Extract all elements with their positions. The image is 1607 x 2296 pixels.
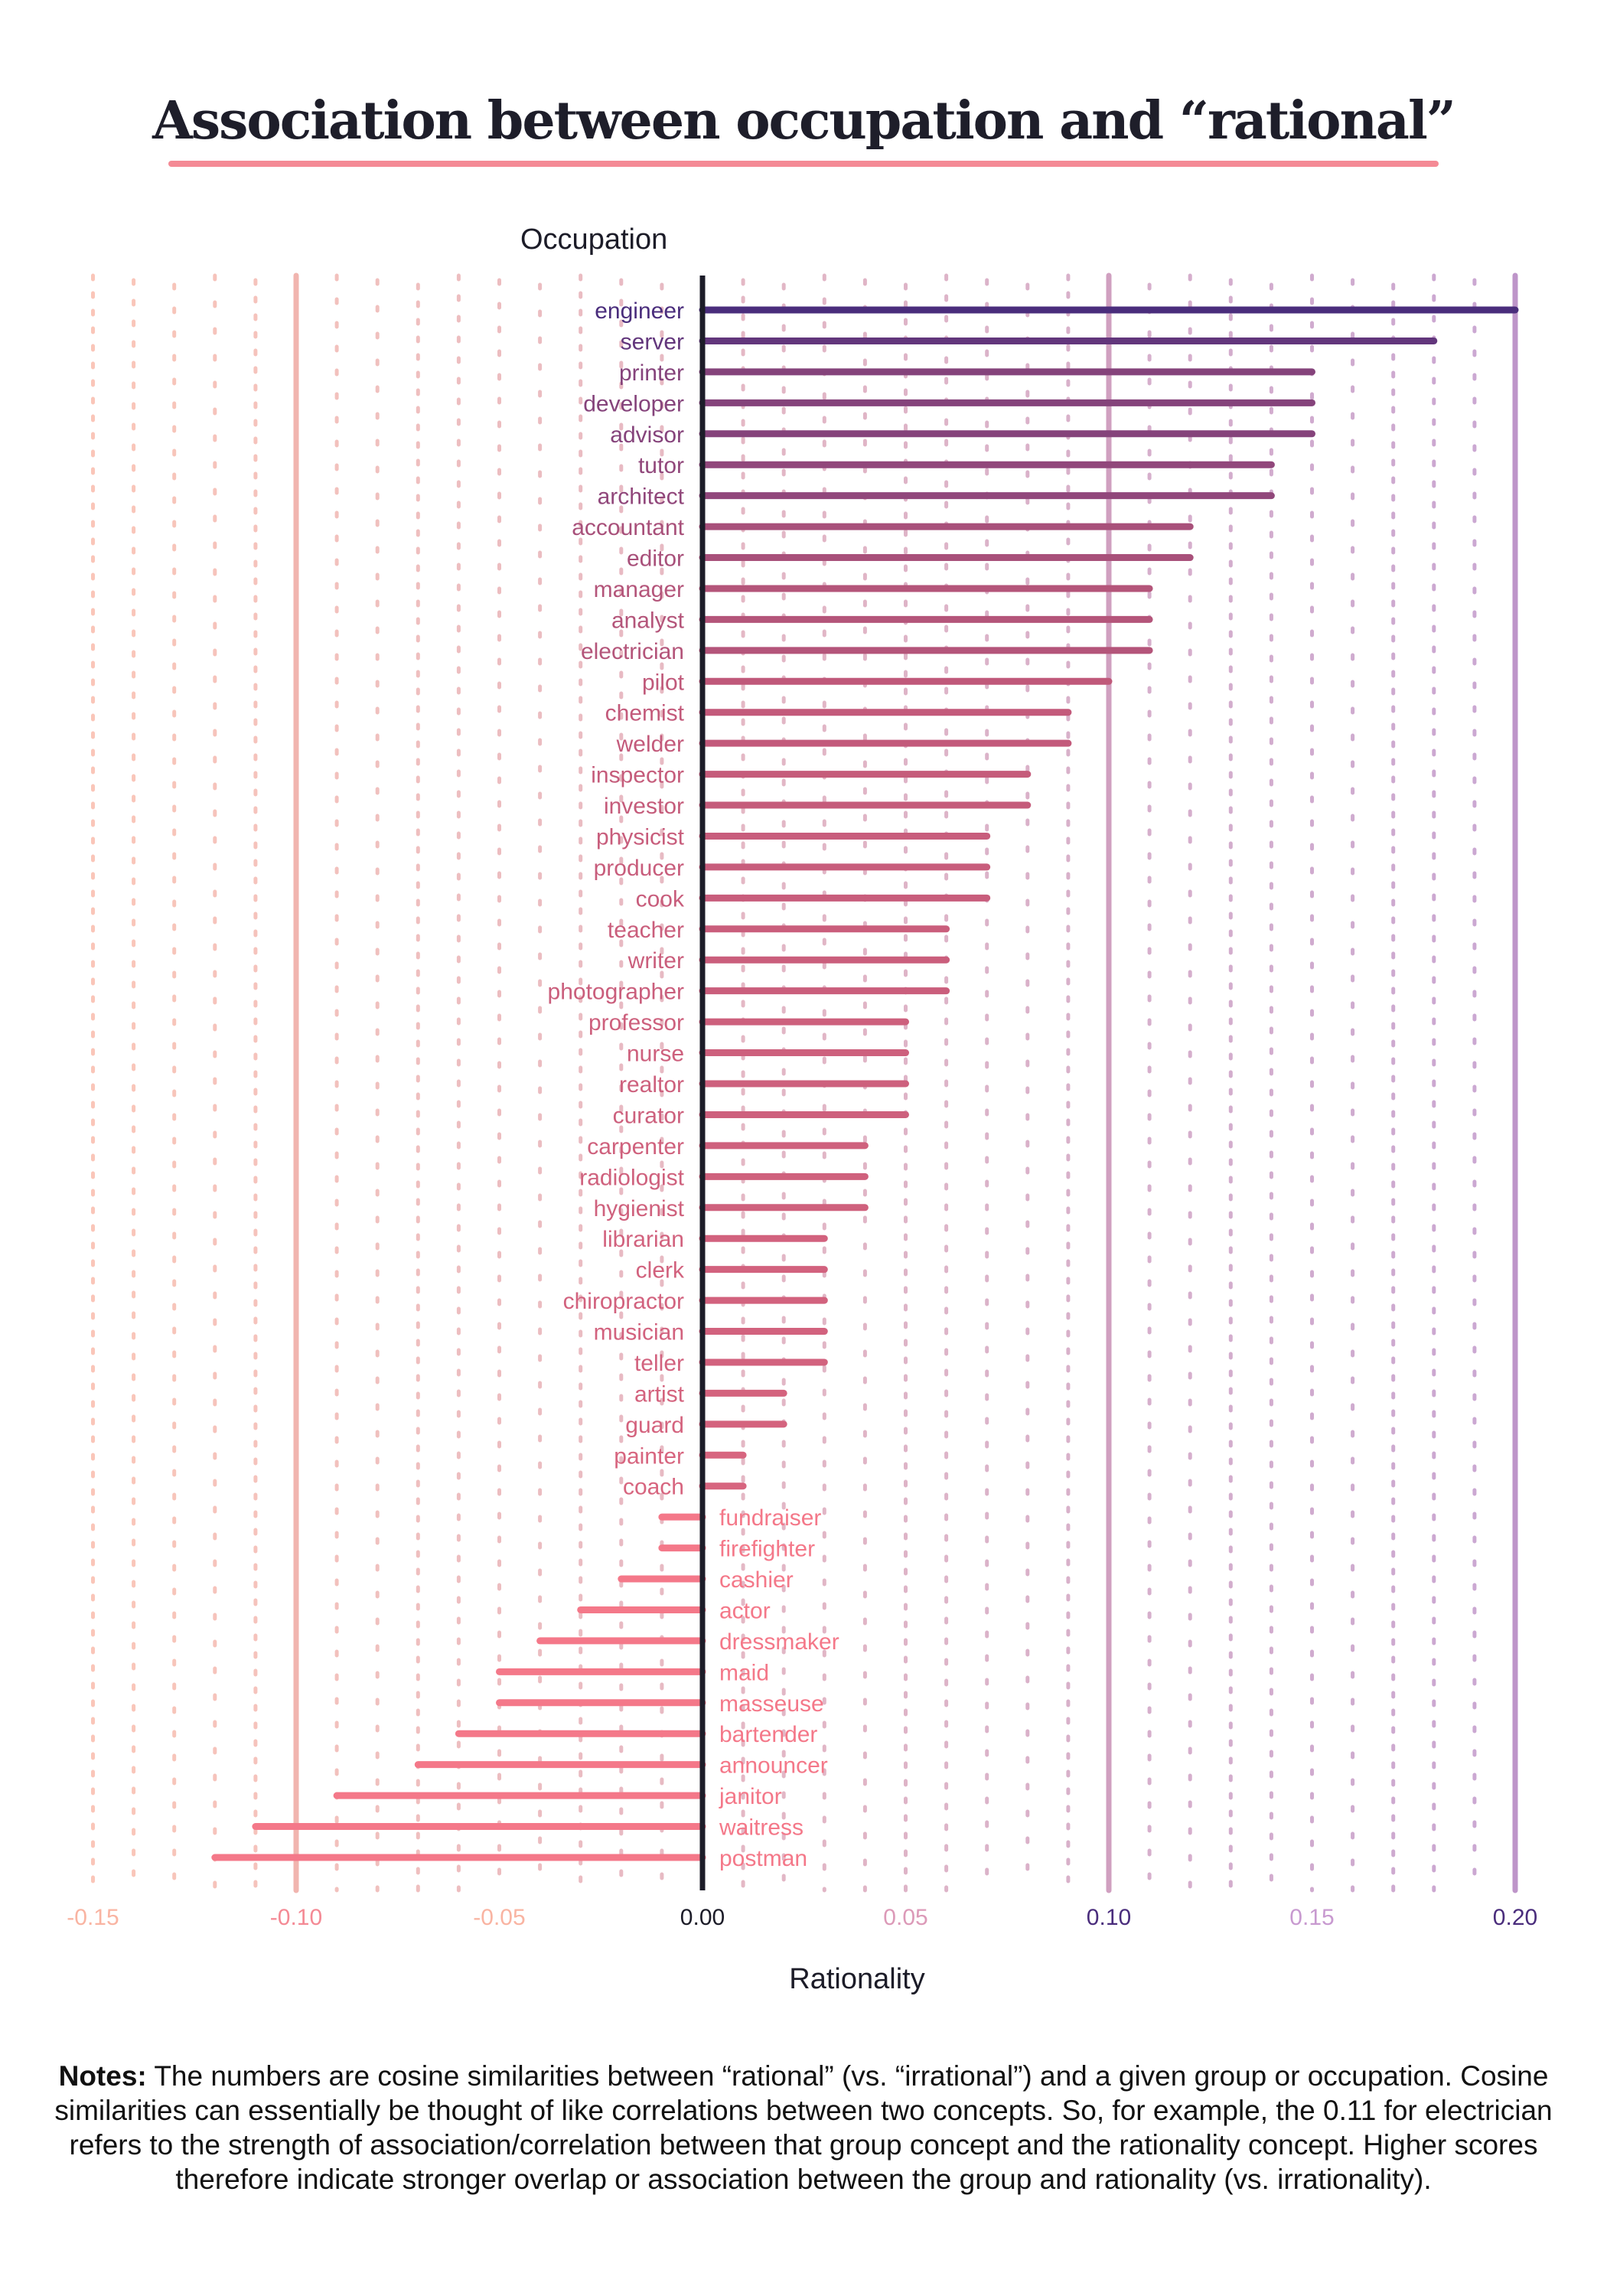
bar-label: librarian <box>602 1227 684 1252</box>
bar-label: server <box>621 329 684 354</box>
x-tick-label: -0.05 <box>473 1905 525 1930</box>
notes-text: The numbers are cosine similarities betw… <box>54 2060 1553 2195</box>
bar-label: actor <box>719 1598 771 1623</box>
x-tick-label: -0.10 <box>270 1905 322 1930</box>
bar-label: bartender <box>719 1722 817 1747</box>
y-axis-label: Occupation <box>520 223 668 256</box>
bar-label: architect <box>598 484 685 510</box>
x-tick-label: 0.15 <box>1289 1905 1334 1930</box>
bar-label: tutor <box>638 453 684 478</box>
bar-label: developer <box>583 391 684 416</box>
bar-label: advisor <box>610 422 684 448</box>
bar-label: printer <box>619 360 684 386</box>
bar-label: analyst <box>611 608 685 633</box>
bar-label: firefighter <box>719 1537 815 1562</box>
bar-label: investor <box>604 794 684 819</box>
bar-label: teacher <box>608 918 684 943</box>
bar-label: painter <box>614 1443 684 1469</box>
bar-label: realtor <box>619 1072 684 1097</box>
bar-chart: engineer server printer developer advisor tut… <box>67 272 1537 1930</box>
bar-label: fundraiser <box>719 1505 821 1531</box>
bar-label: cook <box>636 886 685 912</box>
bar-label: guard <box>625 1413 684 1438</box>
bar-label: maid <box>719 1660 769 1685</box>
bar-label: artist <box>634 1381 685 1407</box>
bar-label: hygienist <box>594 1196 685 1221</box>
bar-label: nurse <box>627 1042 684 1067</box>
bar-label: pilot <box>642 670 685 695</box>
bar-label: musician <box>594 1320 684 1345</box>
bar-label: professor <box>588 1010 684 1035</box>
x-tick-label: -0.15 <box>67 1905 119 1930</box>
bar-label: chemist <box>605 701 685 726</box>
x-tick-label: 0.05 <box>883 1905 927 1930</box>
bar-label: radiologist <box>579 1165 684 1190</box>
x-axis-label: Rationality <box>789 1963 925 1995</box>
bar-label: waitress <box>719 1815 804 1841</box>
bar-label: inspector <box>591 763 684 788</box>
bar-label: engineer <box>595 298 684 324</box>
bar-label: electrician <box>581 639 684 664</box>
bar-label: editor <box>627 546 684 572</box>
bar-label: writer <box>627 948 684 974</box>
bar-label: manager <box>594 577 684 602</box>
bar-label: dressmaker <box>719 1629 839 1655</box>
bar-label: cashier <box>719 1567 794 1593</box>
bar-label: physicist <box>596 824 685 850</box>
bar-label: announcer <box>719 1753 828 1779</box>
notes-label: Notes: <box>58 2060 147 2092</box>
bar-label: chiropractor <box>563 1289 684 1314</box>
bar-label: photographer <box>548 980 684 1005</box>
bar-label: clerk <box>636 1258 685 1283</box>
x-tick-label: 0.00 <box>680 1905 725 1930</box>
bar-label: coach <box>623 1475 684 1500</box>
bar-label: curator <box>613 1103 684 1128</box>
bar-label: producer <box>594 856 684 881</box>
title-underline <box>168 161 1439 167</box>
notes: Notes: The numbers are cosine similariti… <box>46 2059 1561 2197</box>
x-tick-label: 0.10 <box>1087 1905 1131 1930</box>
bar-label: teller <box>634 1351 684 1376</box>
bar-label: janitor <box>719 1784 782 1809</box>
bar-label: carpenter <box>587 1134 684 1159</box>
bar-label: masseuse <box>719 1691 824 1717</box>
bar-label: postman <box>719 1846 807 1871</box>
bar-label: accountant <box>572 515 684 540</box>
chart-title: Association between occupation and “rati… <box>152 90 1456 152</box>
bar-label: welder <box>616 732 684 757</box>
x-tick-label: 0.20 <box>1493 1905 1537 1930</box>
